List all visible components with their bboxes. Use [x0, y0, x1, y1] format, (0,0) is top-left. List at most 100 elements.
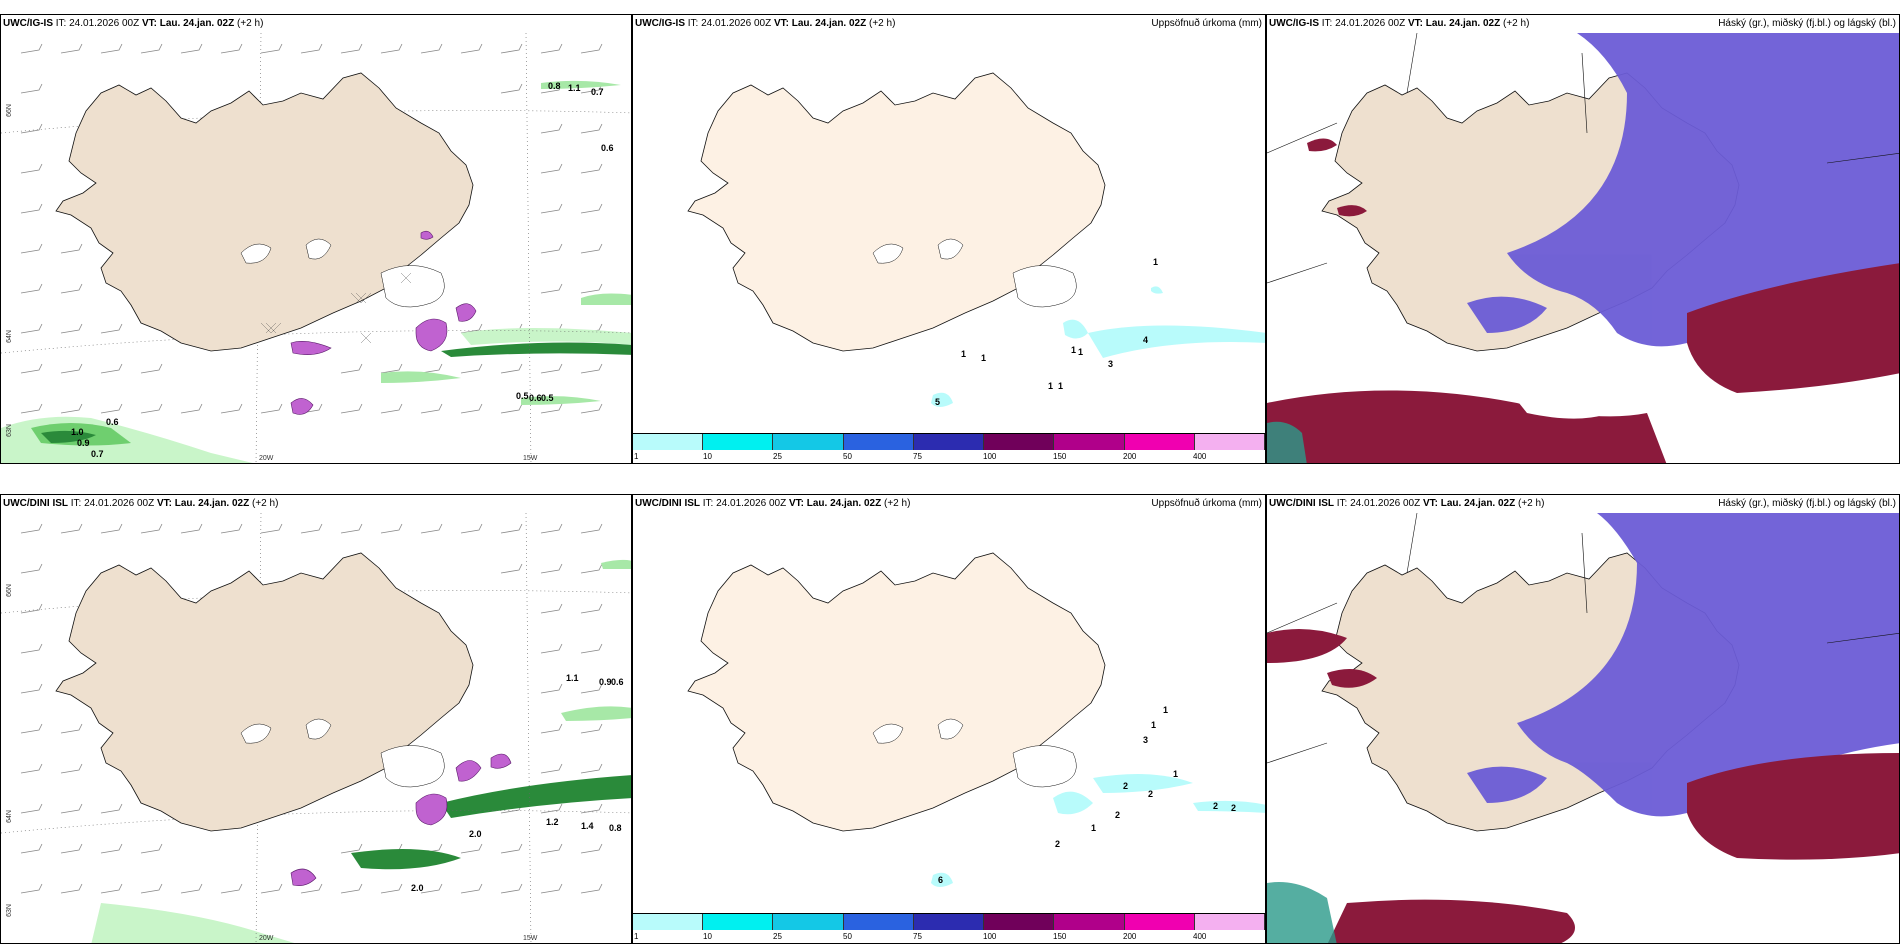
precip-value: 6: [938, 875, 943, 885]
lon-label: 15W: [523, 455, 538, 462]
precip-legend: 1 10 25 50 75 100 150 200 400: [633, 913, 1265, 943]
wind-speed-shading: [1, 80, 631, 463]
lon-label: 20W: [259, 455, 274, 462]
legend-tick: 75: [913, 452, 922, 461]
lat-label: 66N: [5, 584, 13, 597]
precip-map: 1 1 3 1 2 2 2 1 2 2 2 6: [687, 552, 1265, 887]
precip-map: 1 1 1 1 3 4 1 1 5 1: [687, 72, 1265, 407]
precip-value: 3: [1108, 359, 1113, 369]
precip-value: 1: [1151, 720, 1156, 730]
wind-barbs: [20, 43, 603, 414]
precip-value: 2: [1055, 839, 1060, 849]
lat-label: 63N: [5, 424, 13, 437]
wind-value: 0.6: [529, 393, 542, 403]
precip-value: 3: [1143, 735, 1148, 745]
panel-dini-precip: UWC/DINI ISL IT: 24.01.2026 00Z VT: Lau.…: [632, 494, 1266, 944]
legend-tick: 25: [773, 452, 782, 461]
precip-value: 1: [1058, 381, 1063, 391]
wind-value: 1.1: [566, 673, 579, 683]
panel-header: UWC/IG-IS IT: 24.01.2026 00Z VT: Lau. 24…: [1267, 15, 1899, 33]
cloud-map: [1267, 33, 1899, 463]
precip-value: 2: [1148, 789, 1153, 799]
legend-colorbar: [633, 433, 1265, 450]
wind-values: 0.8 1.1 0.7 0.6 1.0 0.9 0.7 0.6 0.5 0.6 …: [71, 81, 614, 459]
precip-shading: [931, 286, 1265, 407]
legend-tick: 200: [1123, 452, 1137, 461]
lon-label: 15W: [523, 935, 538, 942]
legend-tick: 75: [913, 932, 922, 941]
precip-value: 2: [1115, 810, 1120, 820]
legend-tick: 200: [1123, 932, 1137, 941]
wind-value: 1.2: [546, 817, 559, 827]
lon-label: 20W: [259, 935, 274, 942]
wind-value: 2.0: [411, 883, 424, 893]
high-cloud: [1467, 33, 1899, 347]
wind-map: 0.8 1.1 0.7 0.6 1.0 0.9 0.7 0.6 0.5 0.6 …: [1, 33, 631, 463]
wind-value: 0.6: [611, 677, 624, 687]
wind-value: 0.5: [516, 391, 529, 401]
glaciers: [240, 238, 445, 308]
lat-label: 64N: [5, 810, 13, 823]
lat-label: 66N: [5, 104, 13, 117]
wind-value: 0.9: [77, 438, 90, 448]
hatch: [260, 272, 412, 344]
wind-value: 1.1: [568, 83, 581, 93]
legend-tick: 100: [983, 932, 997, 941]
precip-value: 2: [1123, 781, 1128, 791]
wind-value: 0.7: [91, 449, 104, 459]
wind-map: 1.1 0.9 0.6 1.2 1.4 0.8 2.0 2.0: [1, 513, 631, 943]
precip-legend: 1 10 25 50 75 100 150 200 400: [633, 433, 1265, 463]
precip-value: 2: [1231, 803, 1236, 813]
wind-value: 1.4: [581, 821, 594, 831]
lat-label: 64N: [5, 330, 13, 343]
wind-value: 0.5: [541, 393, 554, 403]
legend-tick: 150: [1053, 452, 1067, 461]
legend-tick: 150: [1053, 932, 1067, 941]
precip-value: 1: [1173, 769, 1178, 779]
wind-value: 0.6: [601, 143, 614, 153]
precip-value: 1: [1071, 345, 1076, 355]
legend-tick: 100: [983, 452, 997, 461]
legend-tick: 1: [634, 452, 639, 461]
wind-value: 2.0: [469, 829, 482, 839]
white-gaps: [1267, 279, 1627, 419]
legend-tick: 10: [703, 452, 712, 461]
wind-value: 0.7: [591, 87, 604, 97]
precip-value: 1: [1091, 823, 1096, 833]
mid-cloud: [1267, 138, 1899, 463]
precip-value: 1: [1078, 347, 1083, 357]
legend-tick: 25: [773, 932, 782, 941]
precip-value: 2: [1213, 801, 1218, 811]
precip-value: 1: [961, 349, 966, 359]
precip-values: 1 1 1 1 3 4 1 1 5 1: [935, 257, 1158, 407]
panel-dini-wind: UWC/DINI ISL IT: 24.01.2026 00Z VT: Lau.…: [0, 494, 632, 944]
precip-value: 5: [935, 397, 940, 407]
panel-header: UWC/DINI ISL IT: 24.01.2026 00Z VT: Lau.…: [1267, 495, 1899, 513]
precip-value: 1: [1163, 705, 1168, 715]
precip-cells: [290, 230, 477, 415]
panel-ig-wind: UWC/IG-IS IT: 24.01.2026 00Z VT: Lau. 24…: [0, 14, 632, 464]
wind-value: 0.6: [106, 417, 119, 427]
legend-tick: 50: [843, 932, 852, 941]
wind-value: 0.8: [609, 823, 622, 833]
panel-header: UWC/IG-IS IT: 24.01.2026 00Z VT: Lau. 24…: [633, 15, 1265, 33]
legend-tick: 50: [843, 452, 852, 461]
panel-ig-clouds: UWC/IG-IS IT: 24.01.2026 00Z VT: Lau. 24…: [1266, 14, 1900, 464]
panel-ig-precip: UWC/IG-IS IT: 24.01.2026 00Z VT: Lau. 24…: [632, 14, 1266, 464]
wind-value: 1.0: [71, 427, 84, 437]
legend-tick: 400: [1193, 452, 1207, 461]
panel-dini-clouds: UWC/DINI ISL IT: 24.01.2026 00Z VT: Lau.…: [1266, 494, 1900, 944]
precip-value: 1: [1153, 257, 1158, 267]
panel-header: UWC/DINI ISL IT: 24.01.2026 00Z VT: Lau.…: [633, 495, 1265, 513]
precip-value: 4: [1143, 335, 1148, 345]
panel-header: UWC/IG-IS IT: 24.01.2026 00Z VT: Lau. 24…: [1, 15, 631, 33]
panel-header: UWC/DINI ISL IT: 24.01.2026 00Z VT: Lau.…: [1, 495, 631, 513]
legend-colorbar: [633, 913, 1265, 930]
legend-tick: 10: [703, 932, 712, 941]
lat-label: 63N: [5, 904, 13, 917]
cloud-map: [1267, 513, 1899, 943]
wind-value: 0.9: [599, 677, 612, 687]
legend-tick: 400: [1193, 932, 1207, 941]
wind-value: 0.8: [548, 81, 561, 91]
precip-value: 1: [1048, 381, 1053, 391]
